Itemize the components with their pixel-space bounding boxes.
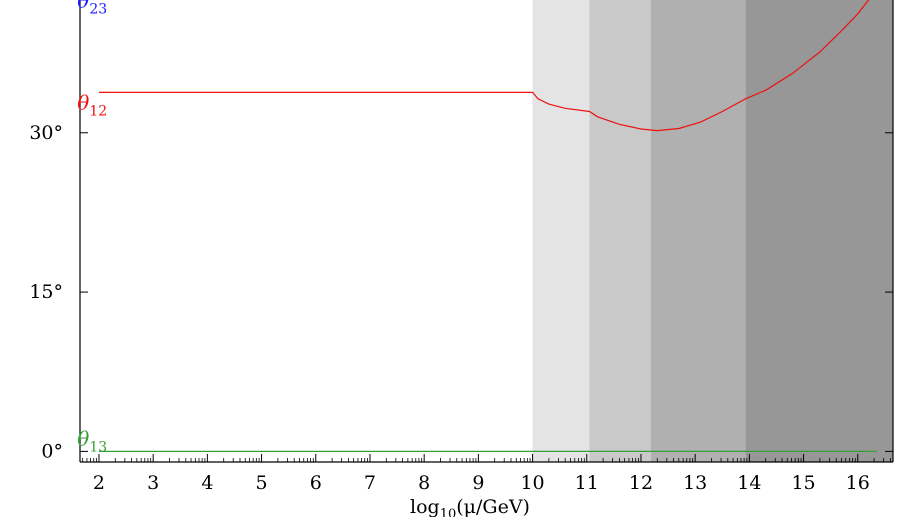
x-tick-label: 9 [472, 472, 484, 494]
series-line-12 [99, 0, 870, 132]
y-axis-ticks: 0° 15° 30° [29, 122, 893, 462]
shaded-region-3 [650, 0, 746, 462]
shaded-regions [532, 0, 893, 462]
x-tick-label: 3 [147, 472, 159, 494]
series-label-theta12: θ12 [77, 90, 107, 119]
x-tick-label: 5 [256, 472, 268, 494]
x-tick-label: 6 [310, 472, 322, 494]
series-labels: θ23 θ12 θ13 [77, 0, 107, 456]
shaded-region-4 [745, 0, 893, 462]
y-tick-label: 15° [29, 281, 63, 303]
y-tick-label: 0° [41, 440, 63, 462]
series-label-theta23: θ23 [77, 0, 107, 17]
x-tick-label: 7 [364, 472, 376, 494]
x-tick-label: 14 [737, 472, 761, 494]
x-tick-label: 16 [846, 472, 870, 494]
x-tick-label: 4 [201, 472, 213, 494]
x-tick-label: 15 [791, 472, 815, 494]
series-lines [99, 0, 877, 452]
x-tick-label: 13 [683, 472, 707, 494]
x-tick-label: 2 [93, 472, 105, 494]
x-tick-label: 11 [575, 472, 599, 494]
x-tick-label: 12 [629, 472, 653, 494]
x-axis-ticks: 2 3 4 5 6 7 8 9 10 11 12 13 14 15 16 [82, 454, 891, 494]
x-tick-label: 8 [418, 472, 430, 494]
x-axis-label: log10(μ/GeV) [410, 496, 530, 517]
shaded-region-2 [589, 0, 651, 462]
plot-frame [79, 0, 894, 463]
y-tick-label: 30° [29, 122, 63, 144]
shaded-region-1 [532, 0, 590, 462]
x-tick-label: 10 [520, 472, 544, 494]
series-label-theta13: θ13 [77, 427, 107, 456]
